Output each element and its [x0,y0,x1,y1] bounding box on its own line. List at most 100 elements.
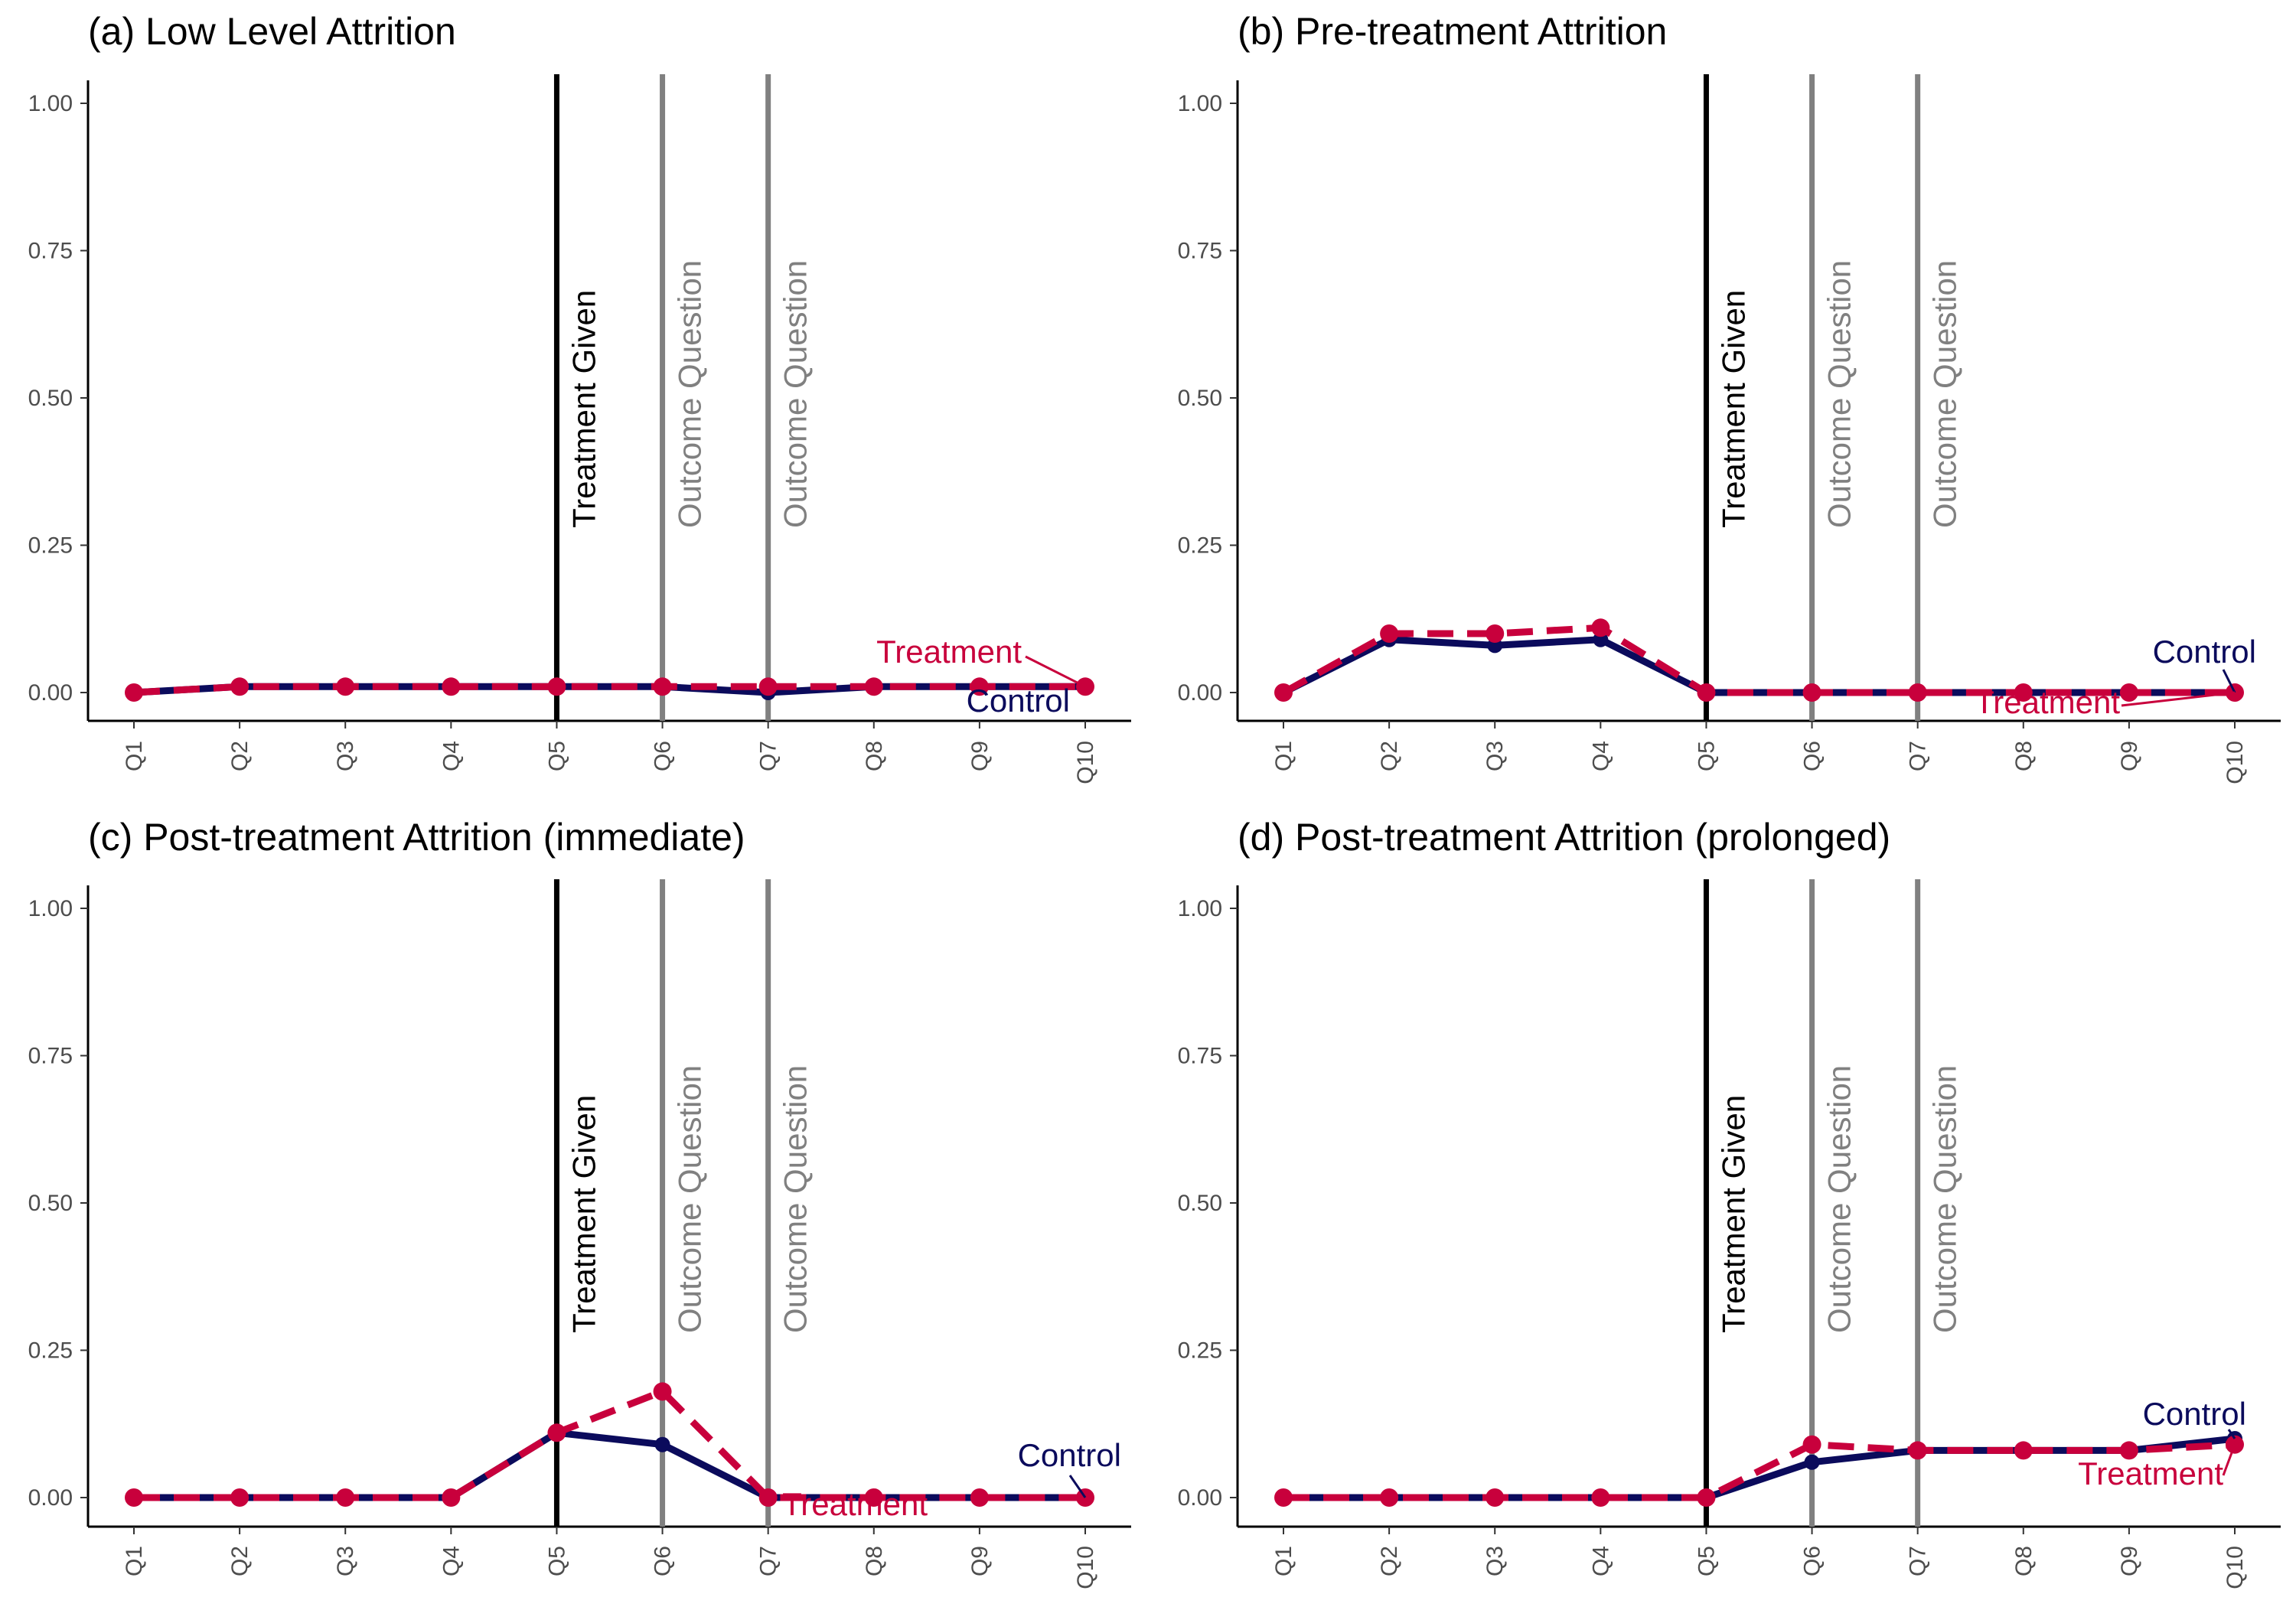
y-tick-label: 0.00 [28,680,73,706]
x-tick-label: Q8 [862,741,887,771]
series-line-treatment [1281,624,2235,696]
x-tick-label: Q3 [1482,741,1508,771]
panel-2: (b) Pre-treatment Attrition 0.00 0.25 0.50 0… [1178,10,2281,784]
x-tick-label: Q1 [122,1546,147,1576]
reference-line-label: Outcome Question [672,1065,708,1333]
x-tick-label: Q7 [756,1546,781,1576]
x-tick-label: Q4 [439,1546,464,1576]
series-line-treatment [1283,1441,2236,1501]
data-point-treatment [758,677,778,696]
panel-4: (d) Post-treatment Attrition (prolonged)… [1178,816,2281,1589]
y-tick-label: 0.50 [28,1191,73,1216]
data-point-treatment [1591,1488,1610,1507]
y-tick-label: 0.00 [28,1485,73,1511]
x-tick-label: Q8 [862,1546,887,1576]
x-tick-label: Q6 [651,1546,676,1576]
reference-line-label: Treatment Given [1715,1095,1751,1333]
y-tick-label: 0.25 [28,533,73,559]
panel-title: (b) Pre-treatment Attrition [1238,10,1667,53]
y-tick-label: 1.00 [1178,896,1222,921]
data-point-treatment [336,677,355,696]
data-point-treatment [230,677,249,696]
x-tick-label: Q6 [1800,741,1825,771]
series-line-treatment [134,1387,1085,1501]
y-tick-label: 1.00 [1178,91,1222,116]
x-tick-label: Q10 [2223,1546,2248,1589]
series-label-treatment: Treatment [782,1486,928,1522]
data-point-treatment [547,677,566,696]
data-point-treatment [758,1488,778,1507]
panel-title: (c) Post-treatment Attrition (immediate) [88,816,745,859]
series-label-control: Control [1018,1437,1121,1473]
data-point-treatment [1486,624,1505,643]
data-point-treatment [1486,1488,1505,1507]
panel-title: (a) Low Level Attrition [88,10,456,53]
y-tick-label: 0.75 [1178,239,1222,264]
data-point-treatment [442,1488,461,1507]
data-point-treatment [2119,683,2138,702]
x-tick-label: Q6 [1800,1546,1825,1576]
data-point-control [1804,1454,1820,1470]
x-tick-label: Q9 [2117,1546,2142,1576]
y-tick-label: 0.25 [28,1338,73,1364]
series-label-leader [2222,1444,2236,1476]
data-point-treatment [970,1488,989,1507]
y-tick-label: 0.25 [1178,533,1222,559]
x-tick-label: Q8 [2011,1546,2037,1576]
reference-line-label: Outcome Question [672,260,708,528]
y-tick-label: 0.50 [28,386,73,411]
data-point-treatment [2014,1441,2033,1460]
series-label-control: Control [967,683,1070,719]
data-point-treatment [1697,683,1716,702]
y-tick-label: 0.00 [1178,680,1222,706]
x-tick-label: Q4 [439,741,464,771]
y-tick-label: 0.75 [1178,1044,1222,1069]
series-label-leader [1068,1475,1087,1498]
data-point-treatment [1274,683,1293,702]
y-tick-label: 0.25 [1178,1338,1222,1364]
reference-line-label: Outcome Question [1927,260,1963,528]
data-point-treatment [547,1423,566,1442]
data-point-treatment [1380,624,1399,643]
x-tick-label: Q5 [1694,741,1719,771]
x-tick-label: Q10 [1073,741,1098,784]
x-tick-label: Q3 [333,741,358,771]
data-point-treatment [1380,1488,1399,1507]
series-label-treatment: Treatment [876,634,1022,670]
series-line-control [1281,636,2235,696]
series-label-leader [2227,1429,2236,1439]
reference-line-label: Outcome Question [778,1065,814,1333]
data-point-treatment [442,677,461,696]
reference-line-label: Outcome Question [1927,1065,1963,1333]
panel-3: (c) Post-treatment Attrition (immediate)… [28,816,1131,1589]
x-tick-label: Q3 [333,1546,358,1576]
data-point-treatment [2119,1441,2138,1460]
x-tick-label: Q10 [2223,741,2248,784]
data-point-treatment [1591,618,1610,637]
series-label-treatment: Treatment [1975,684,2120,720]
x-tick-label: Q2 [227,1546,253,1576]
x-tick-label: Q9 [967,1546,993,1576]
data-point-treatment [653,677,672,696]
series-line-control [134,1429,1085,1501]
data-point-treatment [864,1488,883,1507]
x-tick-label: Q5 [544,741,569,771]
y-tick-label: 1.00 [28,896,73,921]
data-point-treatment [1274,1488,1293,1507]
x-tick-label: Q9 [2117,741,2142,771]
x-tick-label: Q5 [1694,1546,1719,1576]
series-label-leader [2121,691,2236,707]
reference-line-label: Treatment Given [566,1095,602,1333]
series-line-control [133,683,1085,696]
reference-line-label: Outcome Question [1821,260,1857,528]
x-tick-label: Q1 [1271,1546,1296,1576]
series-label-leader [1025,655,1086,688]
series-label-leader [2222,669,2236,693]
reference-line-label: Treatment Given [1715,290,1751,528]
data-point-treatment [1697,1488,1716,1507]
data-point-treatment [653,1382,672,1401]
x-tick-label: Q4 [1588,1546,1613,1576]
x-tick-label: Q1 [1271,741,1296,771]
y-tick-label: 0.50 [1178,1191,1222,1216]
